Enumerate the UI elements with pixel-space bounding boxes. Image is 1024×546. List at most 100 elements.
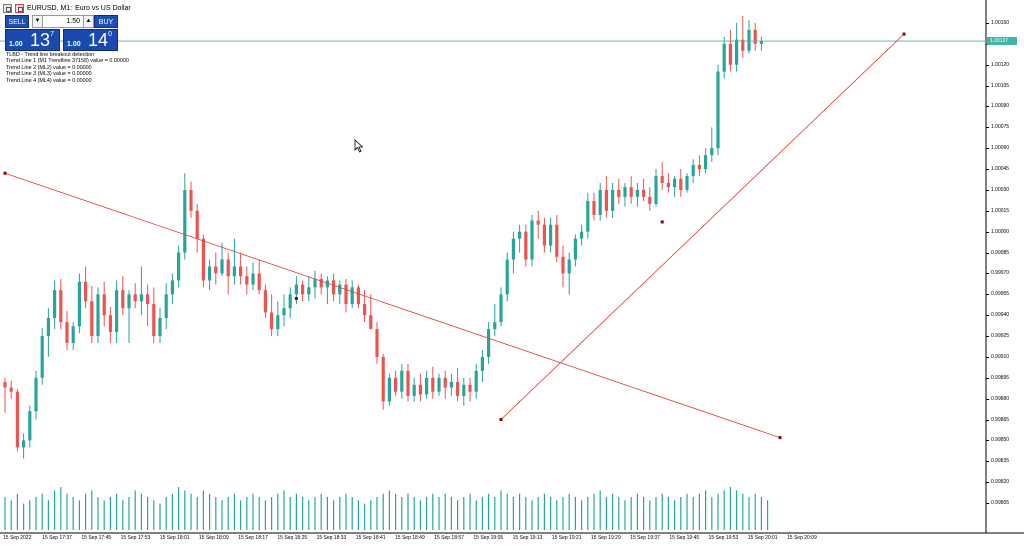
price-label: 0.99820 xyxy=(991,479,1010,486)
candle-body xyxy=(406,370,410,396)
info-line: Trend Line 4 (ML4) value = 0.00000 xyxy=(6,77,92,84)
candle-body xyxy=(65,322,69,344)
candle-body xyxy=(759,41,763,44)
price-label: 0.99805 xyxy=(991,500,1010,507)
price-label: 1.00150 xyxy=(991,19,1010,26)
trendline-anchor-point xyxy=(499,418,503,422)
candle-body xyxy=(412,384,416,396)
candle-body xyxy=(611,189,615,211)
candle-body xyxy=(263,290,267,313)
candle-body xyxy=(530,220,534,260)
candle-body xyxy=(232,266,236,277)
time-label: 15 Sep 19:13 xyxy=(512,535,543,541)
candle-body xyxy=(239,266,243,277)
buy-price-box[interactable]: 1.00 14 0 xyxy=(63,29,118,51)
sell-button[interactable]: SELL xyxy=(5,15,29,28)
price-label: 0.99835 xyxy=(991,458,1010,465)
candle-body xyxy=(338,284,342,295)
lot-size-input[interactable]: 1.50 xyxy=(43,15,83,28)
candle-body xyxy=(499,294,503,323)
price-tick xyxy=(986,482,989,484)
time-label: 15 Sep 18:41 xyxy=(355,535,386,541)
candle-body xyxy=(648,196,652,204)
candle-body xyxy=(679,178,683,190)
sell-price-pips: 13 xyxy=(30,30,51,50)
candle-body xyxy=(573,238,577,260)
candle-body xyxy=(394,377,398,392)
price-tick xyxy=(986,273,989,275)
candle-body xyxy=(3,381,7,388)
candle-body xyxy=(59,290,63,323)
buy-price-fraction: 0 xyxy=(108,31,112,38)
price-label: 1.00060 xyxy=(991,145,1010,152)
candle-body xyxy=(84,281,88,302)
time-label: 15 Sep 19:21 xyxy=(551,535,582,541)
price-tick xyxy=(986,315,989,317)
candle-body xyxy=(325,280,329,288)
time-label: 15 Sep 19:53 xyxy=(708,535,739,541)
candle-body xyxy=(747,29,751,51)
candle-body xyxy=(208,266,212,281)
candle-body xyxy=(418,384,422,395)
info-line: Trend Line 2 (ML2) value = 0.00000 xyxy=(6,64,92,71)
candle-body xyxy=(741,39,745,51)
candle-body xyxy=(319,279,323,288)
candle-body xyxy=(164,294,168,318)
price-tick xyxy=(986,294,989,296)
chart-window-icon[interactable] xyxy=(3,3,12,13)
buy-price-pips: 14 xyxy=(88,30,109,50)
time-label: 15 Sep 18:49 xyxy=(395,535,425,541)
time-label: 15 Sep 20:09 xyxy=(787,535,817,541)
time-label: 15 Sep 18:17 xyxy=(238,535,268,541)
candle-body xyxy=(158,317,162,337)
candle-body xyxy=(710,148,714,156)
lot-increase-icon[interactable]: ▲ xyxy=(83,15,94,28)
price-label: 0.99865 xyxy=(991,416,1010,423)
candle-body xyxy=(146,294,150,305)
price-label: 0.99850 xyxy=(991,437,1010,444)
candle-body xyxy=(313,279,317,288)
candle-body xyxy=(46,317,50,337)
sell-price-box[interactable]: 1.00 13 7 xyxy=(5,29,60,51)
candle-body xyxy=(567,259,571,274)
candle-body xyxy=(102,294,106,316)
candle-body xyxy=(555,224,559,257)
time-label: 15 Sep 20:01 xyxy=(747,535,778,541)
candle-body xyxy=(449,381,453,388)
candle-body xyxy=(685,176,689,190)
candle-body xyxy=(282,308,286,316)
price-label: 0.99910 xyxy=(991,353,1010,360)
candle-body xyxy=(604,189,608,211)
expert-icon[interactable] xyxy=(15,3,24,13)
candle-body xyxy=(251,273,255,285)
candle-body xyxy=(332,280,336,295)
candle-body xyxy=(96,294,100,337)
price-label: 1.00000 xyxy=(991,228,1010,235)
candle-body xyxy=(77,281,81,327)
symbol-timeframe: EURUSD, M1: xyxy=(27,4,73,12)
price-tick xyxy=(986,64,989,66)
candle-body xyxy=(635,189,639,197)
candle-body xyxy=(226,259,230,277)
candle-body xyxy=(34,377,38,412)
info-line: TLBD - Trend line breakout detection xyxy=(6,52,95,58)
candle-body xyxy=(580,231,584,239)
candle-body xyxy=(71,326,75,344)
lot-decrease-icon[interactable]: ▼ xyxy=(32,15,43,28)
candle-body xyxy=(431,377,435,392)
time-scale[interactable]: 15 Sep 2022 15 Sep 17:37 15 Sep 17:45 15 Se… xyxy=(0,533,986,546)
candle-body xyxy=(201,238,205,281)
candle-body xyxy=(505,259,509,295)
price-label: 0.99970 xyxy=(991,270,1010,277)
buy-button[interactable]: BUY xyxy=(94,15,118,28)
candle-body xyxy=(400,370,404,392)
price-scale[interactable]: 1.001501.001351.001201.001051.000901.000… xyxy=(986,0,1024,533)
candle-body xyxy=(536,220,540,225)
candle-body xyxy=(561,256,565,274)
one-click-trading-panel: SELL ▼ 1.50 ▲ BUY 1.00 13 7 1.00 14 0 xyxy=(5,15,118,51)
candle-body xyxy=(660,176,664,183)
price-label: 1.00015 xyxy=(991,207,1010,214)
candle-body xyxy=(189,189,193,211)
trendline-anchor-point xyxy=(778,436,782,440)
